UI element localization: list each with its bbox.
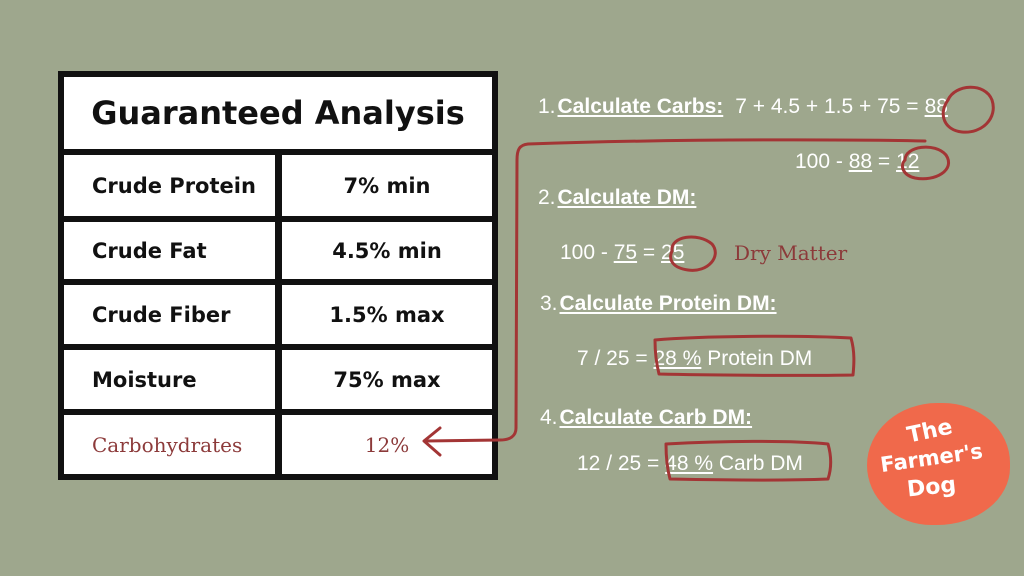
step-3-title: Calculate Protein DM: <box>559 292 777 315</box>
step-1-sub-prefix: 100 - <box>795 150 843 173</box>
step-1-number: 1. <box>538 95 556 118</box>
step-2-number: 2. <box>538 186 556 209</box>
dry-matter-note: Dry Matter <box>734 241 848 265</box>
row-label-crude-fat: Crude Fat <box>64 222 275 279</box>
step-1-sub-operand: 88 <box>848 150 873 173</box>
step-1-sub-equation: 100 - 88 = 12 <box>795 150 919 174</box>
step-3-result: 28 % <box>653 347 702 370</box>
step-1-title: Calculate Carbs: <box>557 95 724 118</box>
step-3-number: 3. <box>540 292 558 315</box>
step-1-equation: 7 + 4.5 + 1.5 + 75 = <box>735 95 919 118</box>
step-1-sub-eq: = <box>877 150 891 173</box>
row-value-crude-fat: 4.5% min <box>282 222 492 279</box>
circle-88 <box>941 85 995 134</box>
step-2-title: Calculate DM: <box>557 186 697 209</box>
the-farmers-dog-logo: The Farmer's Dog <box>867 403 1010 525</box>
step-2-operand: 75 <box>613 241 638 264</box>
row-label-crude-protein: Crude Protein <box>64 155 275 216</box>
step-4-prefix: 12 / 25 = <box>577 452 660 475</box>
step-4-equation: 12 / 25 = 48 % Carb DM <box>577 452 803 476</box>
row-value-moisture: 75% max <box>282 350 492 409</box>
step-2-result: 25 <box>661 241 685 264</box>
step-3-suffix: Protein DM <box>707 347 813 370</box>
row-value-crude-protein: 7% min <box>282 155 492 216</box>
step-1-result: 88 <box>924 95 948 118</box>
step-4-number: 4. <box>540 406 558 429</box>
step-2-prefix: 100 - <box>560 241 608 264</box>
step-3-equation: 7 / 25 = 28 % Protein DM <box>577 347 812 371</box>
row-label-moisture: Moisture <box>64 350 275 409</box>
step-3: 3. Calculate Protein DM: <box>540 292 789 316</box>
step-1-sub-result: 12 <box>896 150 920 173</box>
table-title: Guaranteed Analysis <box>64 77 492 149</box>
row-label-crude-fiber: Crude Fiber <box>64 285 275 344</box>
step-4-title: Calculate Carb DM: <box>559 406 753 429</box>
step-4-suffix: Carb DM <box>718 452 803 475</box>
row-label-carbohydrates: Carbohydrates <box>64 415 275 474</box>
logo-line-3: Dog <box>905 472 958 503</box>
step-3-prefix: 7 / 25 = <box>577 347 648 370</box>
step-2: 2. Calculate DM: <box>538 186 708 210</box>
logo-line-2: Farmer's <box>878 438 985 478</box>
step-4-result: 48 % <box>665 452 714 475</box>
step-2-eq: = <box>642 241 656 264</box>
row-value-crude-fiber: 1.5% max <box>282 285 492 344</box>
step-1: 1. Calculate Carbs: 7 + 4.5 + 1.5 + 75 =… <box>538 95 948 119</box>
step-2-equation: 100 - 75 = 25 <box>560 241 684 265</box>
step-4: 4. Calculate Carb DM: <box>540 406 764 430</box>
row-value-carbohydrates: 12% <box>282 415 492 474</box>
